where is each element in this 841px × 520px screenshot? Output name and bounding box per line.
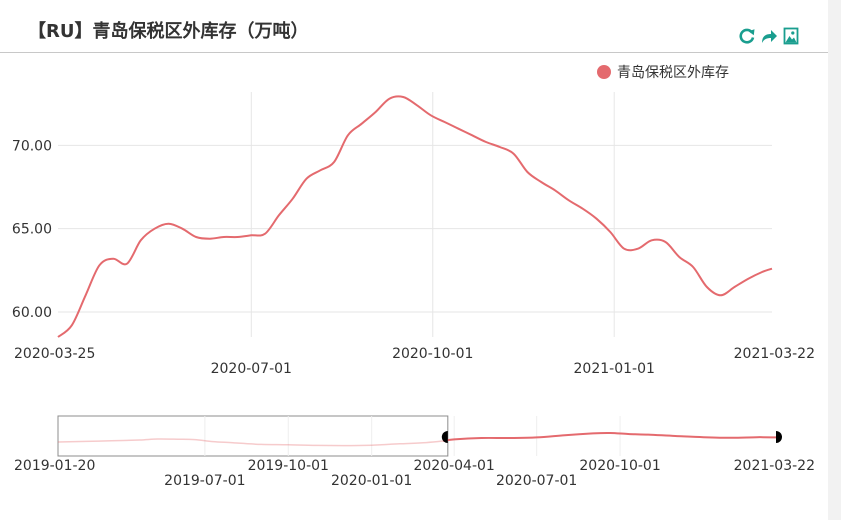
y-tick-label: 65.00	[12, 222, 52, 238]
scrollbar-track	[828, 0, 841, 520]
save-image-icon[interactable]	[782, 27, 800, 45]
y-axis: 60.00 65.00 70.00	[12, 138, 52, 321]
x-axis: 2020-03-25 2020-07-01 2020-10-01 2021-01-01…	[14, 346, 815, 377]
chart-header: 【RU】青岛保税区外库存（万吨）	[0, 0, 828, 53]
zoom-tick-label: 2019-07-01	[164, 473, 245, 489]
legend-marker	[597, 65, 611, 79]
zoom-grid	[204, 416, 621, 456]
toolbox	[738, 27, 800, 45]
legend-item[interactable]: 青岛保税区外库存	[597, 62, 729, 82]
x-tick-label: 2020-03-25	[14, 346, 95, 362]
zoom-axis: 2019-01-20 2019-07-012019-10-012020-01-01…	[14, 458, 815, 489]
zoom-tick-label: 2020-01-01	[331, 473, 412, 489]
share-icon[interactable]	[760, 27, 778, 45]
zoom-tick-label: 2019-10-01	[248, 458, 329, 474]
x-tick-label: 2021-01-01	[574, 361, 655, 377]
y-tick-label: 70.00	[12, 138, 52, 154]
x-tick-label: 2021-03-22	[734, 346, 815, 362]
grid	[58, 92, 772, 337]
chart-title: 【RU】青岛保税区外库存（万吨）	[28, 21, 309, 42]
legend-label: 青岛保税区外库存	[617, 65, 729, 81]
zoom-tick-label: 2020-10-01	[579, 458, 660, 474]
data-zoom-slider[interactable]: 2019-01-20 2019-07-012019-10-012020-01-01…	[14, 415, 815, 489]
y-tick-label: 60.00	[12, 305, 52, 321]
series-line[interactable]	[57, 95, 773, 338]
zoom-overview-line-unselected	[57, 438, 444, 447]
zoom-overview-line-selected	[443, 431, 777, 442]
zoom-handle-right[interactable]	[776, 431, 782, 443]
x-tick-label: 2020-07-01	[211, 361, 292, 377]
zoom-tick-label: 2019-01-20	[14, 458, 95, 474]
zoom-handle-left[interactable]	[441, 431, 448, 443]
refresh-icon[interactable]	[738, 27, 756, 45]
x-tick-label: 2020-10-01	[392, 346, 473, 362]
zoom-window[interactable]	[57, 415, 449, 457]
zoom-tick-label: 2020-07-01	[496, 473, 577, 489]
zoom-tick-label: 2020-04-01	[413, 458, 494, 474]
zoom-tick-label: 2021-03-22	[734, 458, 815, 474]
